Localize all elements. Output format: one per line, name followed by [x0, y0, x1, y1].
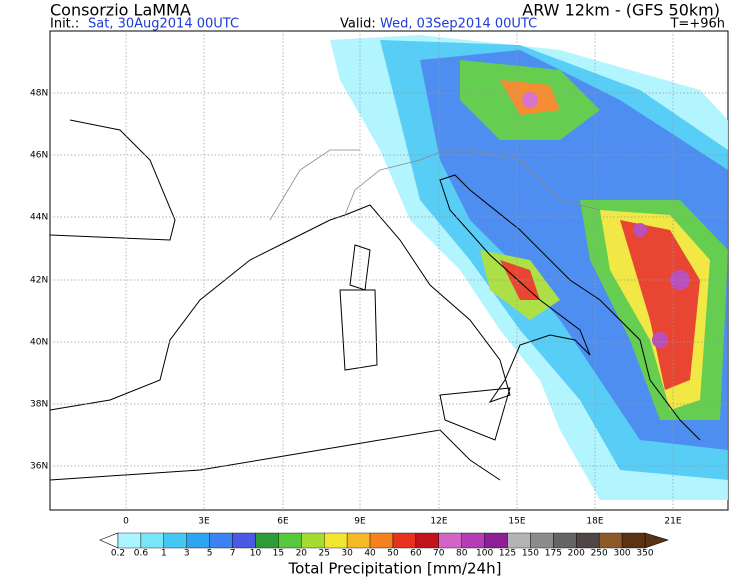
colorbar-label: 10 — [250, 549, 262, 559]
lat-label: 46N — [30, 151, 48, 161]
colorbar-label: 100 — [476, 549, 493, 559]
colorbar-label: 30 — [341, 549, 353, 559]
valid-value: Wed, 03Sep2014 00UTC — [380, 17, 537, 32]
colorbar-label: 5 — [207, 549, 213, 559]
colorbar-label: 7 — [230, 549, 236, 559]
lon-label: 9E — [354, 517, 366, 527]
model: ARW 12km - (GFS 50km) — [522, 1, 720, 20]
colorbar-swatch — [438, 532, 462, 549]
colorbar-label: 20 — [296, 549, 308, 559]
lon-label: 21E — [664, 517, 681, 527]
colorbar-label: 25 — [318, 549, 329, 559]
colorbar-swatch — [392, 532, 417, 549]
colorbar-label: 1 — [161, 549, 167, 559]
colorbar-swatch — [346, 532, 371, 549]
coastline — [49, 429, 501, 481]
colorbar-swatch — [255, 532, 279, 549]
precip-area — [652, 332, 668, 348]
init-label: Init.: — [50, 17, 79, 32]
lon-label: 0 — [123, 517, 129, 527]
colorbar-label: 125 — [499, 549, 516, 559]
precipitation — [330, 35, 728, 500]
colorbar-label: 15 — [273, 549, 284, 559]
colorbar-arrow — [644, 532, 669, 549]
lat-label: 42N — [30, 276, 48, 286]
colorbar-swatch — [278, 532, 302, 549]
colorbar-label: 3 — [184, 549, 190, 559]
colorbar-swatch — [301, 532, 325, 549]
colorbar-swatch — [461, 532, 485, 549]
colorbar-label: 350 — [636, 549, 653, 559]
lon-label: 6E — [277, 517, 289, 527]
colorbar-label: 250 — [591, 549, 608, 559]
coastline — [49, 214, 346, 411]
colorbar-label: 150 — [522, 549, 539, 559]
colorbar-swatch — [369, 532, 394, 549]
colorbar-label: 40 — [364, 549, 376, 559]
colorbar-label: 0.2 — [111, 549, 125, 559]
colorbar-swatch — [415, 532, 439, 549]
precip-area — [522, 92, 538, 108]
title: Consorzio LaMMA — [50, 1, 191, 20]
colorbar-swatch — [621, 532, 646, 549]
colorbar-swatch — [163, 532, 187, 549]
colorbar-swatch — [484, 532, 508, 549]
colorbar-swatch — [324, 532, 348, 549]
colorbar-swatch — [209, 532, 233, 549]
lon-label: 12E — [430, 517, 447, 527]
colorbar-swatch — [507, 532, 531, 549]
colorbar-label: 80 — [456, 549, 468, 559]
colorbar-arrow — [99, 532, 119, 549]
colorbar-swatch — [553, 532, 577, 549]
init-value: Sat, 30Aug2014 00UTC — [88, 17, 239, 32]
colorbar-title: Total Precipitation [mm/24h] — [288, 560, 502, 578]
colorbar-label: 300 — [613, 549, 630, 559]
colorbar-label: 70 — [433, 549, 445, 559]
coastline — [439, 387, 511, 441]
precip-area — [620, 220, 700, 390]
coastline — [349, 244, 371, 291]
valid-label: Valid: — [340, 17, 376, 32]
lat-label: 38N — [30, 400, 48, 410]
colorbar-swatch — [232, 532, 256, 549]
lon-label: 15E — [508, 517, 525, 527]
lat-label: 44N — [30, 213, 48, 223]
colorbar-swatch — [140, 532, 165, 549]
colorbar-label: 200 — [568, 549, 585, 559]
colorbar-label: 60 — [410, 549, 422, 559]
colorbar-swatch — [186, 532, 210, 549]
lat-label: 48N — [30, 89, 48, 99]
coastline — [344, 174, 701, 441]
lead-time: T=+96h — [669, 17, 725, 32]
colorbar-swatch — [530, 532, 554, 549]
colorbar-label: 50 — [387, 549, 399, 559]
colorbar — [99, 532, 669, 549]
lat-label: 36N — [30, 462, 48, 472]
lon-label: 18E — [586, 517, 603, 527]
coastline — [49, 119, 176, 241]
colorbar-label: 0.6 — [134, 549, 149, 559]
colorbar-swatch — [117, 532, 142, 549]
colorbar-label: 175 — [545, 549, 562, 559]
colorbar-swatch — [598, 532, 623, 549]
lon-label: 3E — [198, 517, 210, 527]
lat-label: 40N — [30, 338, 48, 348]
colorbar-swatch — [576, 532, 600, 549]
coastline — [339, 289, 378, 371]
border — [269, 149, 601, 221]
coastlines — [49, 119, 701, 481]
precip-area — [633, 223, 647, 237]
map — [49, 30, 729, 511]
